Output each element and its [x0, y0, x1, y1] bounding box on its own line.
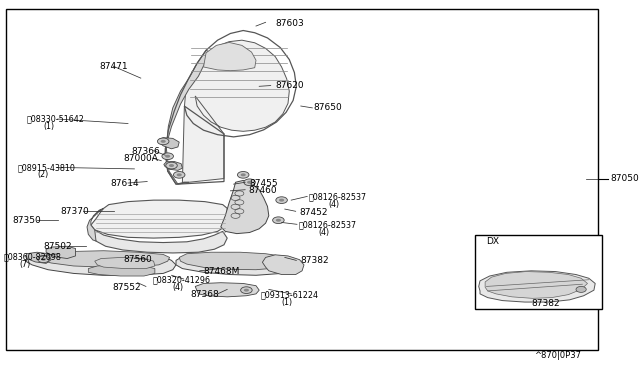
Text: 87382: 87382 — [301, 256, 330, 265]
Polygon shape — [221, 180, 269, 234]
Polygon shape — [179, 252, 291, 270]
Text: 87366: 87366 — [131, 147, 160, 155]
Circle shape — [241, 173, 246, 176]
Circle shape — [177, 173, 182, 176]
Polygon shape — [485, 272, 588, 298]
Circle shape — [237, 171, 249, 178]
Polygon shape — [164, 161, 182, 170]
Circle shape — [244, 289, 249, 292]
Text: 87560: 87560 — [123, 255, 152, 264]
Text: 87368: 87368 — [191, 290, 220, 299]
Polygon shape — [46, 246, 76, 259]
Text: 87452: 87452 — [300, 208, 328, 217]
Text: Ⓑ08126-82537: Ⓑ08126-82537 — [308, 193, 367, 202]
Circle shape — [166, 162, 177, 169]
Polygon shape — [176, 253, 296, 275]
Polygon shape — [93, 230, 227, 253]
Text: DX: DX — [486, 237, 499, 246]
Circle shape — [38, 256, 49, 263]
Text: (4): (4) — [318, 228, 329, 237]
Text: (2): (2) — [37, 170, 49, 179]
Polygon shape — [262, 255, 304, 275]
Text: 87650: 87650 — [314, 103, 342, 112]
Text: 87370: 87370 — [61, 207, 90, 216]
Circle shape — [273, 217, 284, 224]
Circle shape — [244, 179, 255, 186]
Text: Ⓢ08330-51642: Ⓢ08330-51642 — [27, 115, 84, 124]
Text: 87471: 87471 — [99, 62, 128, 71]
Text: 87614: 87614 — [110, 179, 139, 188]
Polygon shape — [88, 265, 155, 276]
Circle shape — [576, 286, 586, 292]
Polygon shape — [26, 252, 176, 275]
Text: ^870|0P37: ^870|0P37 — [534, 351, 581, 360]
Circle shape — [279, 199, 284, 202]
Polygon shape — [159, 138, 179, 149]
Text: 87382: 87382 — [531, 299, 560, 308]
Text: Ⓢ08320-41296: Ⓢ08320-41296 — [152, 275, 211, 284]
Text: 87350: 87350 — [13, 216, 42, 225]
Text: Ⓢ09313-61224: Ⓢ09313-61224 — [261, 290, 319, 299]
Polygon shape — [479, 271, 595, 302]
Polygon shape — [26, 252, 51, 263]
Circle shape — [162, 153, 173, 160]
Polygon shape — [195, 283, 259, 297]
Text: 87552: 87552 — [112, 283, 141, 292]
Circle shape — [241, 287, 252, 294]
Text: (1): (1) — [44, 122, 54, 131]
Circle shape — [247, 181, 252, 184]
Text: Ⓢ08360-82098: Ⓢ08360-82098 — [3, 252, 61, 261]
Polygon shape — [37, 251, 170, 267]
Text: (1): (1) — [282, 298, 292, 307]
Polygon shape — [204, 42, 256, 71]
Text: (4): (4) — [328, 200, 339, 209]
Text: 87468M: 87468M — [204, 267, 240, 276]
Text: (7): (7) — [19, 260, 31, 269]
Text: (4): (4) — [173, 283, 184, 292]
Circle shape — [157, 138, 169, 145]
Polygon shape — [87, 208, 104, 241]
Circle shape — [169, 164, 174, 167]
Circle shape — [173, 171, 185, 178]
Text: 87603: 87603 — [275, 19, 304, 28]
Polygon shape — [91, 200, 227, 238]
Polygon shape — [165, 50, 211, 184]
Polygon shape — [182, 40, 289, 182]
Text: 87502: 87502 — [44, 242, 72, 251]
Text: 87000A: 87000A — [124, 154, 158, 163]
Text: Ⓑ08126-82537: Ⓑ08126-82537 — [298, 221, 356, 230]
Text: 87620: 87620 — [275, 81, 304, 90]
Circle shape — [161, 140, 166, 143]
Text: 87050: 87050 — [610, 174, 639, 183]
Text: 87455: 87455 — [250, 179, 278, 187]
Circle shape — [165, 155, 170, 158]
Text: 87460: 87460 — [248, 186, 277, 195]
Circle shape — [41, 258, 46, 261]
Text: Ⓜ08915-43810: Ⓜ08915-43810 — [18, 163, 76, 172]
Circle shape — [276, 197, 287, 203]
Circle shape — [276, 219, 281, 222]
Polygon shape — [95, 257, 155, 269]
Bar — [475, 235, 602, 309]
